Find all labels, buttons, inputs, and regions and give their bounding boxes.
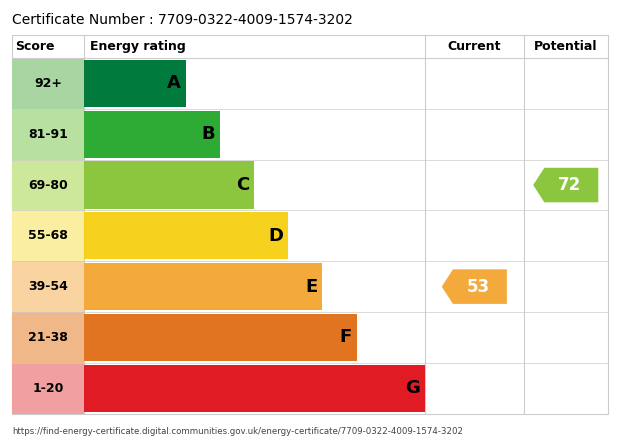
Text: https://find-energy-certificate.digital.communities.gov.uk/energy-certificate/77: https://find-energy-certificate.digital.…: [12, 428, 463, 436]
Text: 39-54: 39-54: [28, 280, 68, 293]
Bar: [12, 160, 84, 210]
Text: C: C: [236, 176, 249, 194]
Bar: [12, 58, 84, 109]
Text: A: A: [167, 74, 181, 92]
Bar: [12, 35, 608, 414]
Bar: [84, 314, 356, 361]
Text: Potential: Potential: [534, 40, 598, 53]
Bar: [12, 210, 84, 261]
Text: 69-80: 69-80: [28, 179, 68, 191]
Text: 21-38: 21-38: [28, 331, 68, 344]
Bar: [12, 312, 84, 363]
Polygon shape: [533, 168, 598, 202]
Text: 55-68: 55-68: [28, 229, 68, 242]
Text: 92+: 92+: [34, 77, 62, 90]
Bar: [84, 161, 254, 209]
Bar: [12, 109, 84, 160]
Bar: [12, 363, 84, 414]
Text: Energy rating: Energy rating: [90, 40, 185, 53]
Text: E: E: [305, 278, 317, 296]
Text: 1-20: 1-20: [32, 382, 64, 395]
Text: 53: 53: [466, 278, 490, 296]
Text: D: D: [268, 227, 283, 245]
Text: Current: Current: [448, 40, 501, 53]
Bar: [84, 212, 288, 260]
Bar: [84, 60, 186, 107]
Polygon shape: [441, 269, 507, 304]
Text: 81-91: 81-91: [28, 128, 68, 141]
Text: F: F: [339, 328, 352, 346]
Text: Certificate Number : 7709-0322-4009-1574-3202: Certificate Number : 7709-0322-4009-1574…: [12, 13, 353, 27]
Bar: [84, 110, 220, 158]
Text: G: G: [405, 379, 420, 397]
Text: Score: Score: [16, 40, 55, 53]
Text: B: B: [202, 125, 215, 143]
Text: 72: 72: [558, 176, 581, 194]
Bar: [84, 263, 322, 310]
Bar: [12, 261, 84, 312]
Bar: [84, 365, 425, 412]
